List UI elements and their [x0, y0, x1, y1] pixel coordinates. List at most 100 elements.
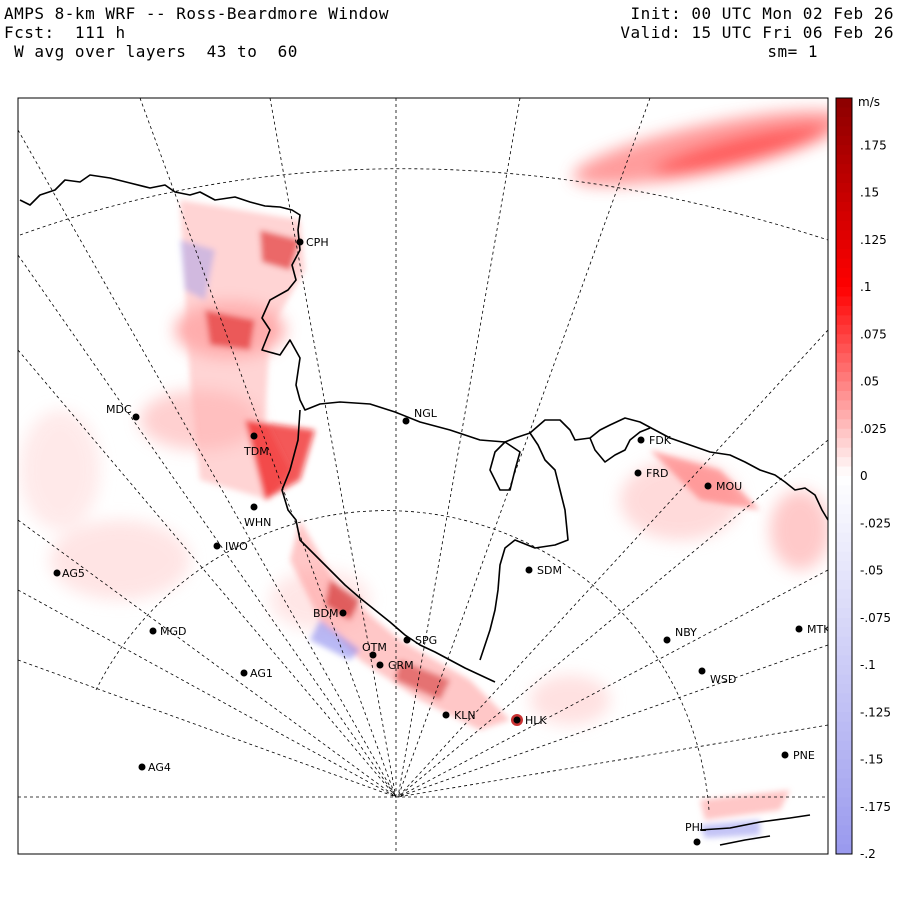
- colorbar-block: [836, 542, 852, 553]
- colorbar-block: [836, 702, 852, 713]
- colorbar-block: [836, 617, 852, 628]
- colorbar-block: [836, 750, 852, 760]
- colorbar-label: .075: [860, 327, 887, 341]
- svg-text:PNE: PNE: [793, 749, 815, 762]
- colorbar-block: [836, 532, 852, 543]
- colorbar-block: [836, 381, 852, 392]
- station-ag5[interactable]: AG5: [53, 567, 85, 580]
- colorbar-block: [836, 107, 852, 118]
- svg-text:IWO: IWO: [225, 540, 248, 553]
- colorbar-block: [836, 258, 852, 269]
- colorbar-block: [836, 797, 852, 808]
- svg-text:NGL: NGL: [414, 407, 438, 420]
- colorbar-block: [836, 145, 852, 156]
- colorbar-block: [836, 825, 852, 836]
- station-bdm[interactable]: BDM: [313, 607, 347, 620]
- svg-text:FRD: FRD: [646, 467, 668, 480]
- station-mtk[interactable]: MTK: [795, 623, 832, 636]
- vertical-motion-shading: [20, 110, 828, 838]
- station-nby[interactable]: NBY: [663, 626, 698, 644]
- colorbar-block: [836, 457, 852, 468]
- svg-text:MDC: MDC: [106, 403, 132, 416]
- station-kln[interactable]: KLN: [442, 709, 476, 722]
- colorbar-block: [836, 731, 852, 742]
- colorbar-label: .025: [860, 422, 887, 436]
- colorbar-block: [836, 816, 852, 827]
- station-ngl[interactable]: NGL: [402, 407, 438, 425]
- colorbar-block: [836, 201, 852, 212]
- station-fdk[interactable]: FDK: [637, 434, 672, 447]
- svg-text:MGD: MGD: [160, 625, 187, 638]
- colorbar-block: [836, 428, 852, 439]
- station-sdm[interactable]: SDM: [525, 564, 562, 577]
- field-description: W avg over layers 43 to 60: [4, 42, 298, 61]
- colorbar-block: [836, 504, 852, 515]
- colorbar-block: [836, 277, 852, 288]
- colorbar-block: [836, 636, 852, 647]
- colorbar-block: [836, 268, 852, 279]
- station-otm[interactable]: OTM: [362, 641, 387, 659]
- colorbar-block: [836, 353, 852, 364]
- station-mou[interactable]: MOU: [704, 480, 743, 493]
- svg-text:HLK: HLK: [525, 714, 547, 727]
- station-tdm[interactable]: TDM: [243, 432, 269, 459]
- colorbar-label: -.05: [860, 564, 883, 578]
- colorbar-label: .175: [860, 138, 887, 152]
- svg-text:WHN: WHN: [244, 516, 271, 529]
- colorbar-blocks: [836, 98, 852, 855]
- colorbar-block: [836, 693, 852, 704]
- colorbar-block: [836, 164, 852, 175]
- init-time: Init: 00 UTC Mon 02 Feb 26: [630, 4, 894, 23]
- colorbar-label: -.175: [860, 800, 891, 814]
- colorbar-block: [836, 324, 852, 335]
- colorbar-block: [836, 438, 852, 449]
- station-ag1[interactable]: AG1: [240, 667, 273, 680]
- colorbar-block: [836, 287, 852, 297]
- station-mgd[interactable]: MGD: [149, 625, 187, 638]
- colorbar-block: [836, 220, 852, 231]
- svg-text:AG5: AG5: [62, 567, 85, 580]
- colorbar-unit: m/s: [858, 95, 880, 109]
- svg-text:SDM: SDM: [537, 564, 562, 577]
- colorbar-block: [836, 419, 852, 430]
- station-ag4[interactable]: AG4: [138, 761, 171, 774]
- colorbar-label: -.1: [860, 658, 876, 672]
- colorbar-block: [836, 787, 852, 798]
- station-mdc[interactable]: MDC: [106, 403, 140, 421]
- colorbar-label: .125: [860, 233, 887, 247]
- station-hlk[interactable]: HLK: [513, 714, 548, 727]
- coastline: [19, 174, 828, 846]
- colorbar-block: [836, 154, 852, 165]
- colorbar-block: [836, 608, 852, 619]
- colorbar-block: [836, 523, 852, 534]
- station-spg[interactable]: SPG: [403, 634, 438, 647]
- svg-text:SPG: SPG: [415, 634, 437, 647]
- svg-text:MOU: MOU: [716, 480, 742, 493]
- station-cph[interactable]: CPH: [296, 236, 329, 249]
- colorbar-label: -.075: [860, 611, 891, 625]
- colorbar-label: .1: [860, 280, 871, 294]
- colorbar-block: [836, 126, 852, 137]
- colorbar-labels: .175 .15 .125 .1 .075 .05 .025 0 -.025 -.05 -.075 -…: [860, 138, 891, 861]
- colorbar-block: [836, 409, 852, 420]
- colorbar-block: [836, 589, 852, 600]
- station-pne[interactable]: PNE: [781, 749, 815, 762]
- station-wsd[interactable]: WSD: [698, 667, 737, 687]
- colorbar-label: -.15: [860, 753, 883, 767]
- colorbar-block: [836, 305, 852, 316]
- colorbar-block: [836, 494, 852, 505]
- map-area: CPH MDC NGL TDM FDK FRD MOU WHN IWO AG5 …: [18, 98, 832, 854]
- graticule: [18, 98, 828, 854]
- station-frd[interactable]: FRD: [634, 467, 669, 480]
- station-whn[interactable]: WHN: [244, 503, 271, 530]
- svg-text:KLN: KLN: [454, 709, 476, 722]
- station-iwo[interactable]: IWO: [213, 540, 249, 553]
- colorbar-label: -.025: [860, 516, 891, 530]
- map-title: AMPS 8-km WRF -- Ross-Beardmore Window: [4, 4, 390, 23]
- colorbar-label: .15: [860, 186, 879, 200]
- station-grm[interactable]: GRM: [376, 659, 414, 672]
- colorbar-block: [836, 98, 852, 108]
- station-phl[interactable]: PHL: [685, 821, 707, 846]
- colorbar-block: [836, 116, 852, 127]
- colorbar-block: [836, 211, 852, 222]
